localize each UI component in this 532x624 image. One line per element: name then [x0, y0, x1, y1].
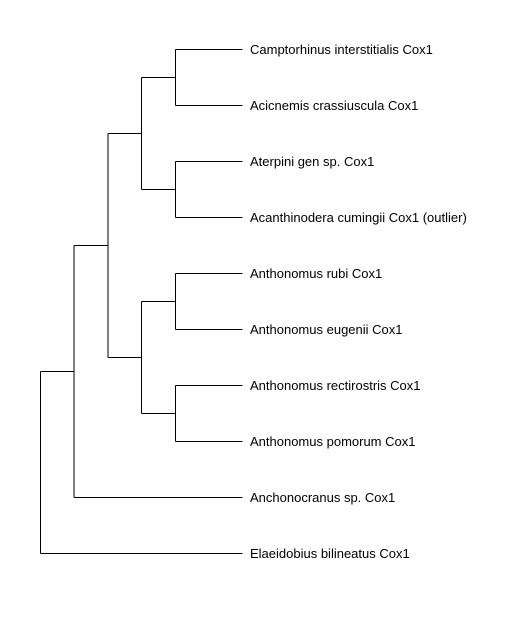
- tip-label: Anthonomus rubi Cox1: [250, 266, 382, 281]
- tree-branches: [40, 49, 243, 554]
- tip-label: Anthonomus pomorum Cox1: [250, 434, 415, 449]
- tip-label: Camptorhinus interstitialis Cox1: [250, 42, 433, 57]
- tip-label: Anthonomus rectirostris Cox1: [250, 378, 421, 393]
- tip-label: Elaeidobius bilineatus Cox1: [250, 546, 410, 561]
- tip-label: Acanthinodera cumingii Cox1 (outlier): [250, 210, 467, 225]
- tip-labels: Camptorhinus interstitialis Cox1 Acicnemi…: [250, 42, 467, 561]
- tip-label: Aterpini gen sp. Cox1: [250, 154, 374, 169]
- tip-label: Anchonocranus sp. Cox1: [250, 490, 395, 505]
- tip-label: Anthonomus eugenii Cox1: [250, 322, 403, 337]
- tip-label: Acicnemis crassiuscula Cox1: [250, 98, 418, 113]
